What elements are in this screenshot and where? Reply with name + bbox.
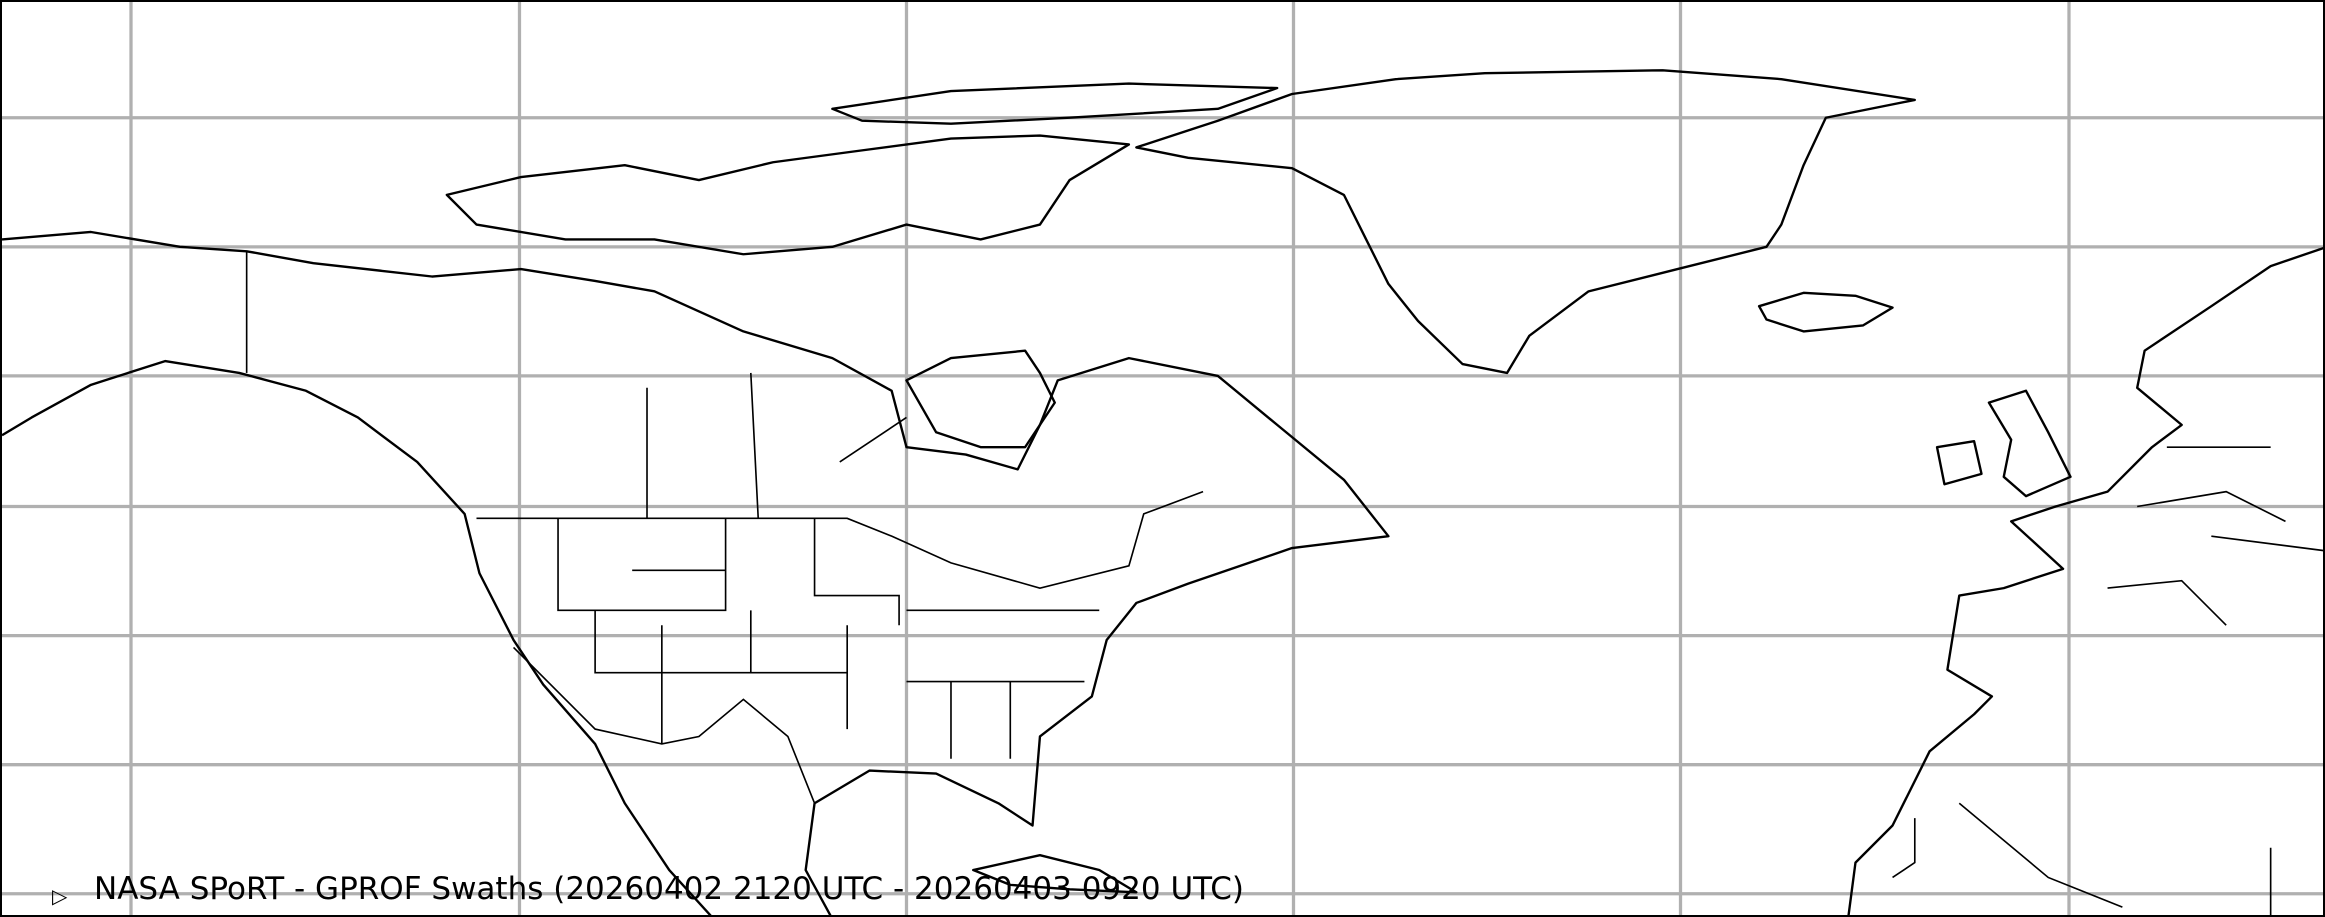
greenland-coast: [1135, 69, 1916, 375]
hudson-bay-coast: [905, 349, 1056, 449]
canada-provinces-border: [646, 372, 907, 519]
coastlines: [2, 69, 2323, 915]
iceland-coast: [1757, 291, 1894, 333]
great-britain-coast: [1987, 389, 2072, 498]
europe-borders: [2107, 446, 2323, 626]
map-title: NASA SPoRT - GPROF Swaths (20260402 2120…: [94, 871, 1244, 907]
us-states-border: [557, 518, 1100, 759]
political-borders: [245, 251, 2323, 915]
triangle-outline-icon: ▷: [52, 884, 68, 908]
us-canada-border: [476, 490, 1204, 589]
europe-africa-coast: [1847, 246, 2323, 915]
arctic-islands-north-coast: [831, 82, 1279, 125]
us-mexico-border: [512, 646, 816, 804]
africa-borders: [1892, 802, 2272, 915]
cuba-coast: [972, 854, 1138, 894]
arctic-islands-coast: [445, 134, 1131, 256]
ireland-coast: [1935, 440, 1983, 486]
north-america-coast: [2, 230, 1390, 915]
